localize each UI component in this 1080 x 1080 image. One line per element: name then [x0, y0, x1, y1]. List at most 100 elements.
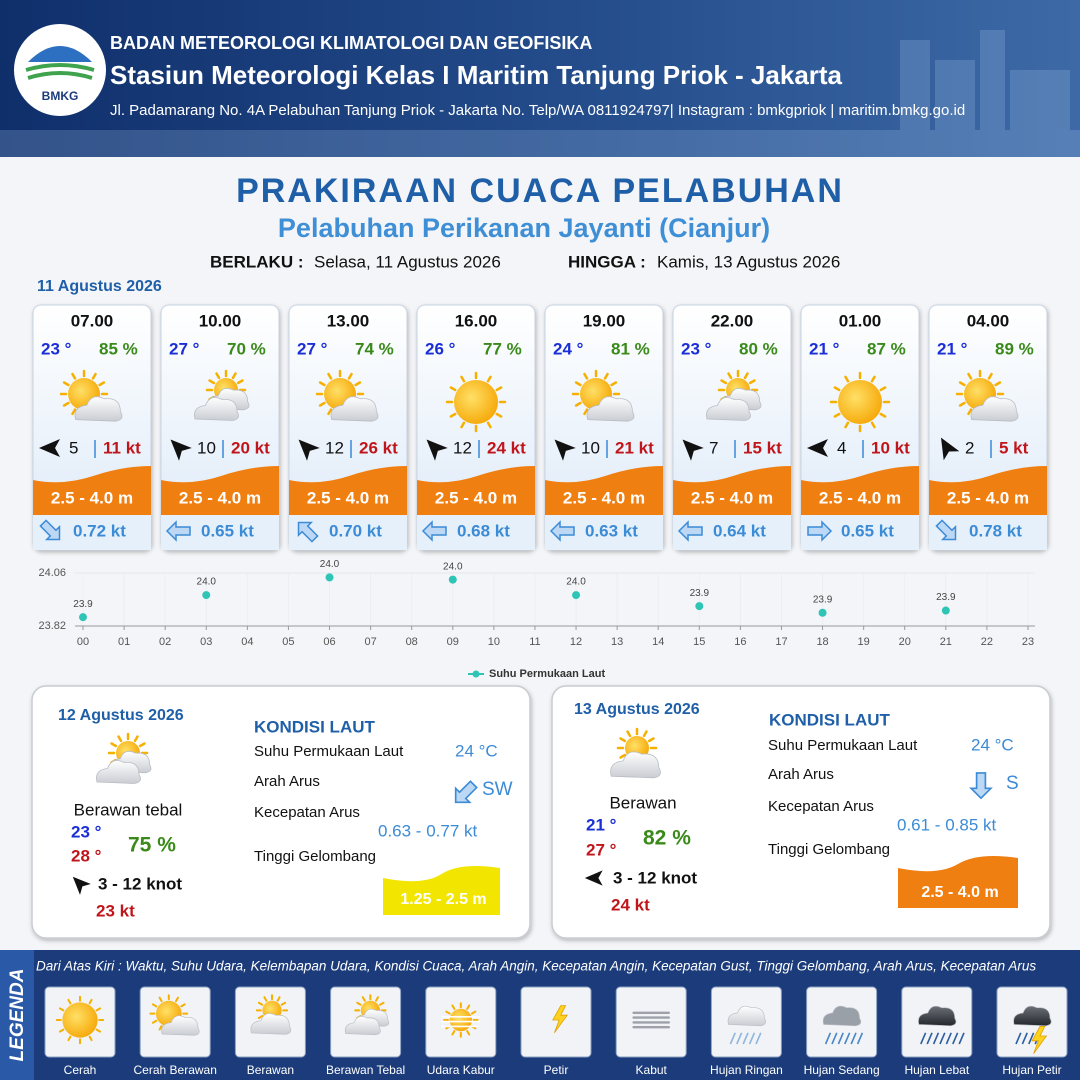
legend-item: Berawan Tebal: [326, 1063, 405, 1077]
subtitle: Pelabuhan Perikanan Jayanti (Cianjur): [278, 213, 770, 243]
current-arrow: [935, 519, 957, 541]
sun-ray: [174, 996, 179, 1003]
wind-arrow: [426, 439, 448, 461]
x-tick-label: 03: [200, 636, 212, 648]
legend-item: Kabut: [636, 1063, 668, 1077]
data-label: 24.0: [197, 577, 217, 588]
sun-ray: [236, 379, 244, 385]
valid-from-label: BERLAKU :: [210, 252, 304, 271]
humidity: 80 %: [739, 339, 778, 358]
legend-item: Cerah Berawan: [134, 1063, 217, 1077]
gust: 26 kt: [359, 438, 398, 457]
cloud: [250, 1013, 292, 1035]
sun-ray: [994, 381, 1002, 387]
data-point: [941, 606, 950, 615]
sun-ray: [844, 421, 850, 429]
lightning: [552, 1005, 568, 1034]
sea-label: Arah Arus: [254, 773, 320, 790]
wind-speed: 5: [69, 438, 78, 457]
sun-ray: [62, 401, 70, 407]
weather-icon: [194, 369, 250, 421]
wind-speed: 12: [325, 438, 344, 457]
sun-ray: [449, 412, 457, 418]
legend-item: Berawan: [247, 1063, 294, 1077]
sun-ray: [98, 381, 106, 387]
wave-shape: [383, 866, 500, 915]
x-tick-label: 14: [652, 636, 664, 648]
current-arrow: [165, 520, 191, 542]
temperature: 21 °: [809, 339, 840, 358]
weather-icon: [955, 369, 1019, 422]
x-tick-label: 00: [77, 636, 89, 648]
sun-ray: [88, 998, 93, 1005]
humidity: 70 %: [227, 339, 266, 358]
cloud: [344, 1016, 381, 1036]
gust: 24 kt: [487, 438, 526, 457]
sun-ray: [58, 1007, 65, 1012]
x-tick-label: 11: [529, 636, 540, 648]
weather-icon: [1013, 1005, 1052, 1054]
wind: 3 - 12 knot: [613, 868, 697, 887]
sun-ray: [967, 372, 973, 380]
sun-ray: [743, 372, 749, 380]
weather-icon: [918, 1005, 965, 1045]
x-tick-label: 01: [118, 636, 130, 648]
gust: 21 kt: [615, 438, 654, 457]
wave-band: [33, 466, 151, 515]
current-arrow: [969, 772, 993, 800]
temperature: 27 °: [297, 339, 328, 358]
x-tick-label: 15: [693, 636, 705, 648]
header-background: [0, 0, 1080, 157]
current-arrow: [549, 520, 575, 542]
sea-label: Suhu Permukaan Laut: [254, 743, 404, 760]
sea-label: Suhu Permukaan Laut: [768, 737, 918, 754]
rain: [850, 1032, 857, 1045]
sun-ray: [958, 401, 966, 407]
temperature: 26 °: [425, 339, 456, 358]
data-label: 24.0: [320, 559, 340, 570]
sun-ray: [870, 375, 876, 383]
x-tick-label: 05: [282, 636, 294, 648]
wind-speed: 12: [453, 438, 472, 457]
sun: [62, 1002, 98, 1038]
sun-ray: [257, 1001, 264, 1006]
legend-item: Petir: [544, 1063, 569, 1077]
cloud: [970, 396, 1019, 422]
rain: [932, 1032, 940, 1045]
cloud: [706, 397, 751, 421]
rain: [958, 1032, 965, 1045]
weather-icon: [315, 369, 379, 422]
sun-ray: [844, 375, 850, 383]
sun-ray: [95, 1028, 102, 1033]
rain: [742, 1032, 749, 1045]
legend-label: Suhu Permukaan Laut: [489, 668, 605, 680]
weather-icon: [727, 1005, 766, 1045]
rain: [729, 1032, 736, 1045]
wave-band: [161, 466, 279, 515]
wind-arrow: [682, 439, 704, 461]
legend-item: Hujan Petir: [1002, 1063, 1061, 1077]
x-tick-label: 23: [1022, 636, 1034, 648]
wind-arrow: [72, 876, 91, 895]
weather-icon: [552, 1005, 568, 1034]
humidity: 75 %: [128, 834, 176, 857]
sun-ray: [151, 1003, 158, 1008]
sea-heading: KONDISI LAUT: [254, 717, 376, 736]
temp-max: 28 °: [71, 846, 102, 865]
x-tick-label: 06: [323, 636, 335, 648]
logo-shape: [25, 63, 95, 80]
sun-ray: [574, 381, 582, 387]
weather-icon: [96, 732, 152, 784]
temp-min: 23 °: [71, 822, 102, 841]
time: 13.00: [327, 311, 370, 330]
sun-ray: [62, 381, 70, 387]
current-speed: 0.72 kt: [73, 521, 126, 540]
data-point: [448, 575, 457, 584]
sea-heading: KONDISI LAUT: [769, 710, 891, 729]
sun-ray: [231, 372, 237, 380]
sst: 24 °C: [971, 735, 1014, 754]
humidity: 85 %: [99, 339, 138, 358]
current-speed: 0.65 kt: [841, 521, 894, 540]
logo: [14, 24, 106, 116]
sun-ray: [642, 730, 648, 738]
